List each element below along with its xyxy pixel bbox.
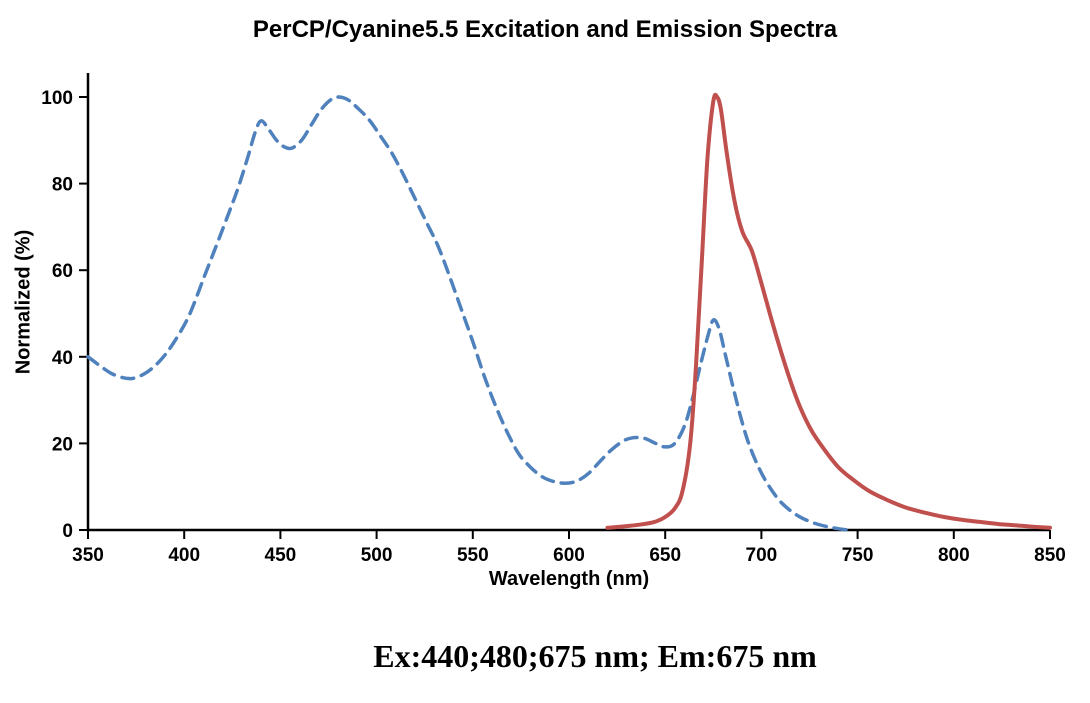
x-tick-label: 750 — [842, 545, 874, 566]
x-tick-label: 550 — [457, 545, 489, 566]
x-tick-label: 850 — [1034, 545, 1066, 566]
spectra-caption: Ex:440;480;675 nm; Em:675 nm — [373, 638, 817, 674]
x-tick-label: 400 — [168, 545, 200, 566]
x-tick-label: 800 — [938, 545, 970, 566]
y-tick-label: 80 — [52, 175, 73, 196]
y-tick-label: 0 — [62, 521, 73, 542]
spectra-chart: 350 400 450 500 550 600 650 700 750 800 850 0 20 40 60… — [41, 73, 1066, 566]
x-tick-label: 350 — [72, 545, 104, 566]
y-tick-label: 40 — [52, 348, 73, 369]
series-emission-curve — [605, 92, 1052, 530]
x-tick-label: 700 — [746, 545, 778, 566]
series-excitation-curve — [86, 95, 850, 532]
x-axis-label: Wavelength (nm) — [488, 568, 650, 590]
y-tick-label: 60 — [52, 261, 73, 282]
x-tick-label: 650 — [649, 545, 681, 566]
x-tick-label: 450 — [265, 545, 297, 566]
y-tick-label: 100 — [41, 88, 73, 109]
x-tick-label: 500 — [361, 545, 393, 566]
y-axis-label: Normalized (%) — [12, 229, 35, 375]
y-tick-label: 20 — [52, 434, 73, 455]
chart-title: PerCP/Cyanine5.5 Excitation and Emission… — [252, 16, 838, 43]
x-tick-label: 600 — [553, 545, 585, 566]
